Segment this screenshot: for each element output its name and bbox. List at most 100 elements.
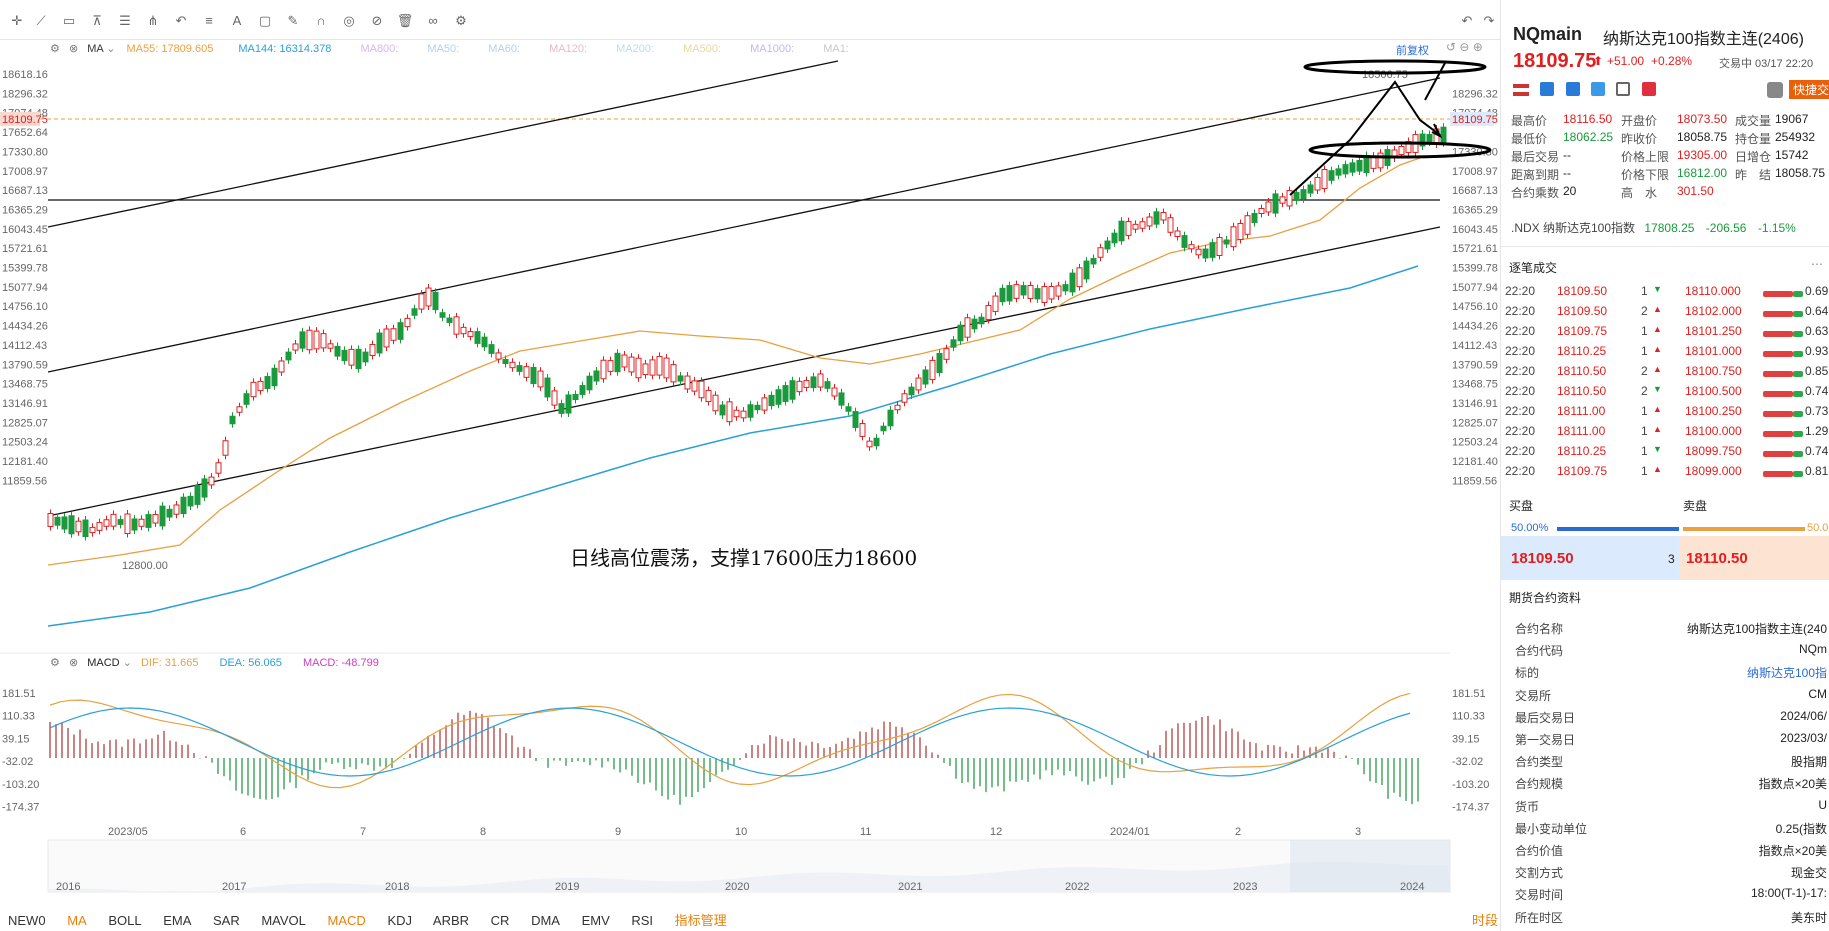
tag-icon[interactable] [1591, 82, 1606, 96]
hide-icon[interactable]: ⊘ [371, 13, 383, 28]
tab-ma[interactable]: MA [67, 913, 87, 928]
index-line[interactable]: .NDX 纳斯达克100指数 17808.25 -206.56 -1.15% [1511, 219, 1796, 236]
candle-body [313, 330, 320, 350]
buy-bar [1557, 527, 1679, 531]
chevron-down-icon[interactable]: ⌄ [106, 43, 116, 55]
candle-body [859, 423, 866, 437]
tab-kdj[interactable]: KDJ [387, 913, 412, 928]
close-icon[interactable]: ⊗ [68, 657, 79, 669]
kline-chart[interactable]: 18618.1618296.3217974.4817652.6417330.80… [0, 40, 1500, 931]
candle-body [544, 377, 551, 398]
undo-icon[interactable]: ↶ [1461, 13, 1473, 28]
pencil-icon[interactable]: ✎ [287, 13, 299, 28]
candle-body [957, 324, 964, 342]
tab-dma[interactable]: DMA [531, 913, 560, 928]
candle-body [1223, 239, 1230, 245]
overview-axis-label: 2016 [56, 881, 80, 893]
link-icon[interactable]: ∞ [428, 13, 438, 28]
candle-body [75, 520, 82, 533]
fib-icon[interactable]: ≡ [205, 13, 213, 28]
candle-body [887, 409, 894, 427]
heart-icon[interactable] [1641, 82, 1656, 96]
macd-title[interactable]: MACD [87, 657, 120, 669]
magnet-icon[interactable]: ∩ [316, 13, 326, 28]
redo-icon[interactable]: ↷ [1483, 13, 1495, 28]
undo-arrow-icon[interactable]: ↶ [175, 13, 187, 28]
time-axis-label: 6 [240, 826, 246, 838]
settings-icon[interactable]: ⚙ [50, 43, 60, 55]
ask-box[interactable] [1679, 536, 1829, 580]
depth-bar [1763, 371, 1793, 377]
price-axis-label: 18618.16 [2, 69, 48, 81]
tab-mavol[interactable]: MAVOL [261, 913, 306, 928]
comment-icon[interactable]: ▢ [258, 13, 272, 28]
people-icon[interactable] [1565, 82, 1580, 96]
trash-icon[interactable]: 🗑 [396, 13, 414, 28]
chart-area[interactable]: 18618.1618296.3217974.4817652.6417330.80… [0, 40, 1500, 931]
stat-value: 18058.75 [1677, 130, 1728, 144]
tab-arbr[interactable]: ARBR [432, 913, 470, 928]
tab-sar[interactable]: SAR [212, 913, 240, 928]
depth-bar [1793, 451, 1803, 457]
bid-box[interactable] [1501, 536, 1679, 580]
channel-upper-line [47, 60, 839, 228]
sell-pct: 50.0 [1807, 522, 1829, 534]
rect-icon[interactable]: ▭ [62, 13, 76, 28]
price-axis-label: 12181.40 [2, 456, 48, 468]
draw-icon[interactable]: ⟋ [36, 13, 46, 28]
tab-cr[interactable]: CR [490, 913, 510, 928]
candle-body [894, 404, 901, 411]
adjust-button[interactable]: 前复权 [1396, 45, 1429, 57]
measure-icon[interactable]: ⊼ [92, 13, 102, 28]
candle-body [397, 322, 404, 340]
bell-icon[interactable] [1767, 82, 1783, 98]
quick-trade-button[interactable]: 快捷交 [1789, 80, 1829, 99]
more-icon[interactable]: ⋯ [1811, 257, 1823, 271]
close-icon[interactable]: ⊗ [68, 43, 79, 55]
tab-indicator-manage[interactable]: 指标管理 [674, 913, 727, 928]
price-change: +51.00 [1607, 54, 1645, 68]
tab-macd[interactable]: MACD [327, 913, 366, 928]
chevron-down-icon[interactable]: ⌄ [122, 657, 132, 669]
arrow-head [1431, 123, 1443, 139]
candle-body [1174, 230, 1181, 237]
zoom-controls[interactable]: ↺ ⊖ ⊕ [1446, 40, 1483, 54]
candle-body [1083, 260, 1090, 280]
candle-body [481, 336, 488, 348]
fork-icon[interactable]: ⋔ [147, 13, 159, 28]
settings-icon[interactable]: ⚙ [455, 13, 467, 28]
info-key: 交易所 [1515, 688, 1552, 703]
text-icon[interactable]: A [232, 13, 242, 28]
macd-axis-label: -103.20 [2, 779, 39, 791]
candle-body [61, 516, 68, 530]
tab-boll[interactable]: BOLL [108, 913, 142, 928]
eye-icon[interactable]: ◎ [343, 13, 355, 28]
info-row: 合约价值 指数点×20美 [1515, 842, 1827, 864]
info-value: 纳斯达克100指 [1746, 666, 1827, 681]
tab-rsi[interactable]: RSI [631, 913, 654, 928]
info-value: 现金交 [1790, 866, 1827, 881]
channel-icon[interactable]: ☰ [119, 13, 131, 28]
stat-label: 价格上限 [1621, 150, 1670, 164]
stat-value: 301.50 [1677, 184, 1714, 198]
ma-title[interactable]: MA [87, 43, 104, 55]
tab-new0[interactable]: NEW0 [8, 913, 46, 928]
chart-icon[interactable] [1540, 82, 1555, 96]
ma500-label: MA500: [683, 43, 722, 55]
info-title: 期货合约资料 [1509, 591, 1582, 605]
period-button[interactable]: 时段 [1472, 913, 1499, 928]
candle-body [523, 366, 530, 378]
up-triangle-icon: ▲ [1653, 464, 1662, 474]
tab-emv[interactable]: EMV [581, 913, 610, 928]
candle-body [922, 369, 929, 385]
candle-body [642, 363, 649, 376]
tab-ema[interactable]: EMA [163, 913, 192, 928]
crosshair-icon[interactable]: ✛ [11, 13, 23, 28]
doc-icon[interactable] [1616, 82, 1631, 96]
info-row: 最后交易日 2024/06/ [1515, 709, 1827, 731]
ma55-value: 17809.605 [161, 43, 214, 55]
macd-axis-label: 39.15 [2, 733, 30, 745]
candle-body [187, 495, 194, 507]
candle-body [383, 328, 390, 348]
settings-icon[interactable]: ⚙ [50, 657, 60, 669]
